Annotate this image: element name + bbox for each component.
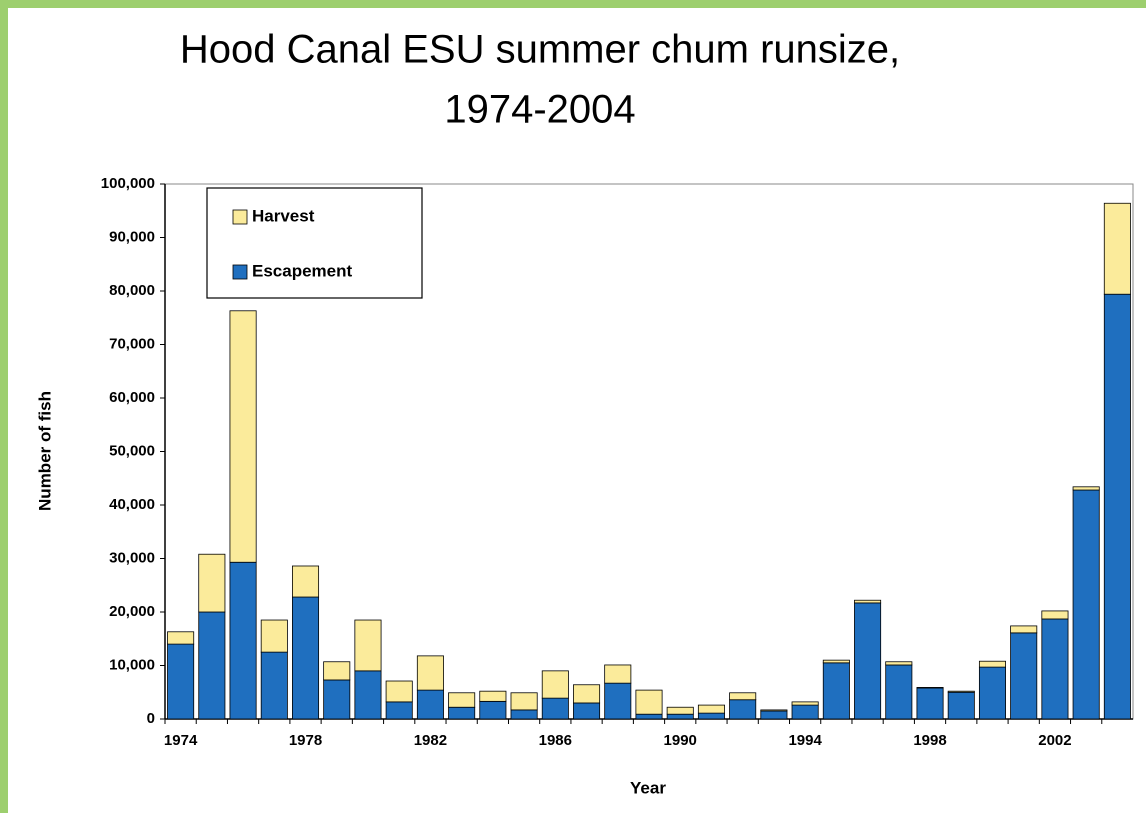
x-tick-label: 1978 — [289, 732, 322, 749]
x-axis-label: Year — [630, 778, 666, 797]
bar-segment — [791, 701, 819, 706]
bar-segment — [885, 661, 913, 666]
bar-segment — [541, 670, 569, 699]
legend-swatch — [232, 209, 248, 225]
bar-segment — [354, 619, 382, 672]
bar-segment — [854, 602, 882, 720]
chart-title: 1974-2004 — [444, 88, 635, 132]
bar-segment — [385, 701, 413, 720]
bar-segment — [791, 704, 819, 720]
bar-segment — [479, 690, 507, 702]
bar-segment — [666, 706, 694, 715]
bar-segment — [510, 692, 538, 711]
bar-segment — [978, 660, 1006, 668]
bar-segment — [1010, 632, 1038, 720]
bar-segment — [635, 713, 663, 720]
bar-segment — [666, 713, 694, 720]
bar-segment — [479, 700, 507, 720]
bar-segment — [729, 692, 757, 701]
bar-segment — [947, 691, 975, 720]
y-tick-label: 10,000 — [109, 656, 155, 673]
y-tick-label: 50,000 — [109, 442, 155, 459]
y-axis-label: Number of fish — [35, 391, 54, 511]
x-tick-label: 1998 — [913, 732, 946, 749]
bar-segment — [697, 712, 725, 720]
y-tick-label: 90,000 — [109, 228, 155, 245]
y-tick-label: 0 — [147, 710, 155, 727]
x-tick-label: 1982 — [414, 732, 447, 749]
bar-segment — [978, 666, 1006, 720]
bar-segment — [541, 697, 569, 720]
x-tick-label: 1974 — [164, 732, 198, 749]
bar-segment — [416, 689, 444, 720]
slide — [8, 8, 1146, 813]
bar-segment — [260, 651, 288, 720]
y-tick-label: 20,000 — [109, 603, 155, 620]
bar-segment — [573, 684, 601, 704]
legend-label: Escapement — [252, 261, 352, 280]
bar-segment — [229, 561, 257, 720]
bar-segment — [947, 690, 975, 693]
bar-segment — [1072, 486, 1100, 491]
bar-segment — [1103, 293, 1131, 720]
x-tick-label: 2002 — [1038, 732, 1071, 749]
bar-segment — [854, 599, 882, 604]
bar-segment — [229, 310, 257, 563]
bar-segment — [167, 643, 195, 720]
bar-segment — [198, 611, 226, 720]
legend-box — [206, 187, 423, 299]
bar-segment — [198, 553, 226, 613]
chart-title: Hood Canal ESU summer chum runsize, — [180, 28, 900, 72]
bar-segment — [292, 596, 320, 720]
x-tick-label: 1994 — [788, 732, 822, 749]
bar-segment — [1103, 202, 1131, 295]
bar-segment — [604, 664, 632, 684]
y-tick-label: 30,000 — [109, 549, 155, 566]
bar-segment — [760, 710, 788, 720]
bar-segment — [1072, 489, 1100, 720]
bar-segment — [260, 619, 288, 653]
x-tick-label: 1990 — [664, 732, 697, 749]
y-tick-label: 40,000 — [109, 496, 155, 513]
legend-swatch — [232, 264, 248, 280]
bar-segment — [916, 687, 944, 720]
y-tick-label: 100,000 — [101, 175, 155, 192]
bar-segment — [697, 704, 725, 714]
bar-segment — [760, 709, 788, 712]
bar-segment — [323, 679, 351, 720]
bar-segment — [1041, 610, 1069, 620]
bar-segment — [1041, 618, 1069, 720]
bar-segment — [167, 631, 195, 645]
bar-segment — [292, 565, 320, 598]
bar-segment — [1010, 625, 1038, 634]
bar-segment — [448, 706, 476, 720]
bar-segment — [354, 670, 382, 720]
y-tick-label: 70,000 — [109, 335, 155, 352]
bar-segment — [822, 662, 850, 720]
bar-segment — [416, 655, 444, 691]
legend-label: Harvest — [252, 206, 315, 225]
bar-segment — [885, 664, 913, 720]
bar-segment — [448, 692, 476, 708]
bar-segment — [729, 699, 757, 720]
bar-segment — [604, 682, 632, 720]
x-tick-label: 1986 — [539, 732, 572, 749]
bar-segment — [323, 661, 351, 681]
y-tick-label: 80,000 — [109, 282, 155, 299]
bar-segment — [573, 702, 601, 720]
bar-segment — [385, 680, 413, 703]
bar-segment — [916, 687, 944, 689]
bar-segment — [510, 709, 538, 720]
bar-segment — [822, 659, 850, 664]
bar-segment — [635, 689, 663, 715]
y-tick-label: 60,000 — [109, 389, 155, 406]
